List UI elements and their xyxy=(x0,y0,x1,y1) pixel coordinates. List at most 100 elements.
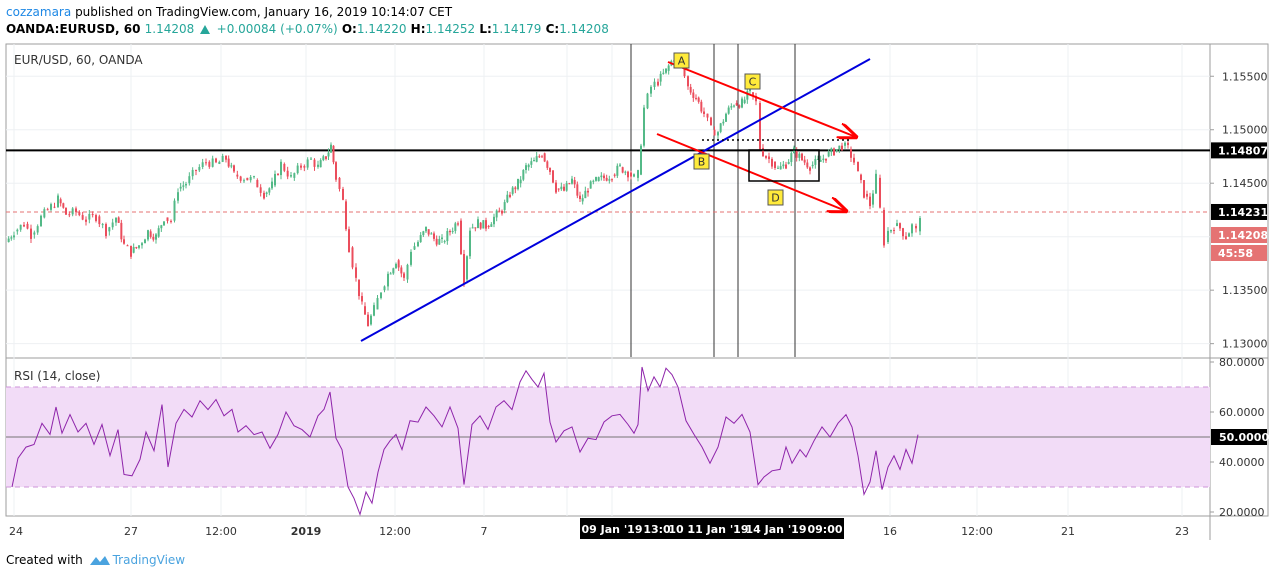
candle-body xyxy=(182,185,185,187)
candle-body xyxy=(771,159,773,167)
candle-body xyxy=(57,195,59,208)
candle-body xyxy=(833,148,835,156)
candle-body xyxy=(844,142,846,146)
pattern-label-text: C xyxy=(749,76,757,89)
time-label: 23 xyxy=(1175,525,1189,538)
candle-body xyxy=(355,267,357,278)
rsi-tick-label: 20.0000 xyxy=(1219,506,1265,519)
candle-body xyxy=(392,268,395,274)
candle-body xyxy=(367,314,369,327)
candle-body xyxy=(460,220,462,255)
candle-body xyxy=(908,233,910,237)
candle-body xyxy=(185,184,187,186)
candle-body xyxy=(236,174,239,177)
time-marker-label: 10 . xyxy=(668,523,691,536)
candle-body xyxy=(300,165,302,168)
candle-body xyxy=(23,224,25,227)
candle-body xyxy=(348,229,350,253)
candle-body xyxy=(890,229,892,232)
candle-body xyxy=(619,164,621,166)
candle-body xyxy=(519,179,522,184)
candle-body xyxy=(752,92,754,96)
candle-body xyxy=(160,225,163,229)
candle-body xyxy=(863,180,865,198)
candle-body xyxy=(30,228,32,239)
candle-body xyxy=(188,176,191,184)
tradingview-brand-link[interactable]: TradingView xyxy=(112,553,186,567)
candle-body xyxy=(296,165,299,174)
candle-body xyxy=(875,173,877,194)
candle-body xyxy=(774,161,776,168)
candle-body xyxy=(535,156,538,162)
candle-body xyxy=(803,159,806,163)
candle-body xyxy=(152,236,155,240)
candle-body xyxy=(600,175,603,178)
candle-body xyxy=(719,123,722,132)
candle-body xyxy=(503,202,506,210)
candle-body xyxy=(13,235,15,238)
candle-body xyxy=(608,179,611,181)
candle-body xyxy=(78,212,81,216)
time-marker-label: 14 Jan '19 xyxy=(746,523,807,536)
candle-body xyxy=(325,156,327,159)
price-tag-label: 1.14807 xyxy=(1218,144,1268,157)
candle-body xyxy=(155,234,157,240)
candle-body xyxy=(692,92,695,98)
time-marker-label: 09:00 xyxy=(807,523,842,536)
candle-body xyxy=(713,129,716,136)
candle-body xyxy=(417,242,419,247)
candle-body xyxy=(603,175,605,179)
candle-body xyxy=(36,226,39,233)
candle-body xyxy=(91,214,94,216)
candle-body xyxy=(120,222,123,240)
candle-body xyxy=(616,165,619,176)
pattern-label-a: A xyxy=(673,52,690,69)
publish-info: cozzamara published on TradingView.com, … xyxy=(6,5,452,19)
author-link[interactable]: cozzamara xyxy=(6,5,72,19)
candle-body xyxy=(779,166,782,170)
candle-body xyxy=(163,221,165,226)
candle-body xyxy=(887,230,889,243)
candle-body xyxy=(40,215,42,227)
candle-body xyxy=(637,170,639,178)
candle-body xyxy=(451,230,454,232)
candle-body xyxy=(759,102,761,150)
candle-body xyxy=(130,245,132,257)
price-tag-1: 1.14231 xyxy=(1211,203,1268,220)
time-label: 16 xyxy=(883,525,897,538)
time-label: 12:00 xyxy=(379,525,411,538)
candle-body xyxy=(358,279,360,297)
time-marker-label: 09 Jan '19 xyxy=(582,523,643,536)
candle-body xyxy=(485,220,487,229)
candle-body xyxy=(557,188,560,190)
candle-body xyxy=(838,145,841,150)
candle-body xyxy=(801,153,803,161)
candle-body xyxy=(866,193,868,197)
candle-body xyxy=(208,161,211,167)
candle-body xyxy=(351,247,354,268)
candle-body xyxy=(249,176,252,181)
candle-body xyxy=(19,224,22,230)
high-label: H: xyxy=(410,22,426,36)
candle-body xyxy=(179,186,182,189)
candles-group xyxy=(7,53,921,327)
candle-body xyxy=(221,155,224,162)
candle-body xyxy=(274,173,276,186)
candle-body xyxy=(730,106,733,108)
pattern-label-text: D xyxy=(771,192,779,205)
candle-body xyxy=(26,223,29,229)
candle-body xyxy=(511,187,514,194)
candle-body xyxy=(170,220,172,222)
candle-body xyxy=(191,169,194,177)
candle-body xyxy=(814,159,817,165)
candle-body xyxy=(441,237,443,240)
last-price: 1.14208 xyxy=(144,22,195,36)
candle-body xyxy=(552,170,554,183)
candle-body xyxy=(847,142,849,146)
candle-body xyxy=(135,247,138,249)
candle-body xyxy=(446,231,449,242)
candle-body xyxy=(605,177,608,181)
candle-body xyxy=(595,177,597,181)
candle-body xyxy=(427,229,430,235)
